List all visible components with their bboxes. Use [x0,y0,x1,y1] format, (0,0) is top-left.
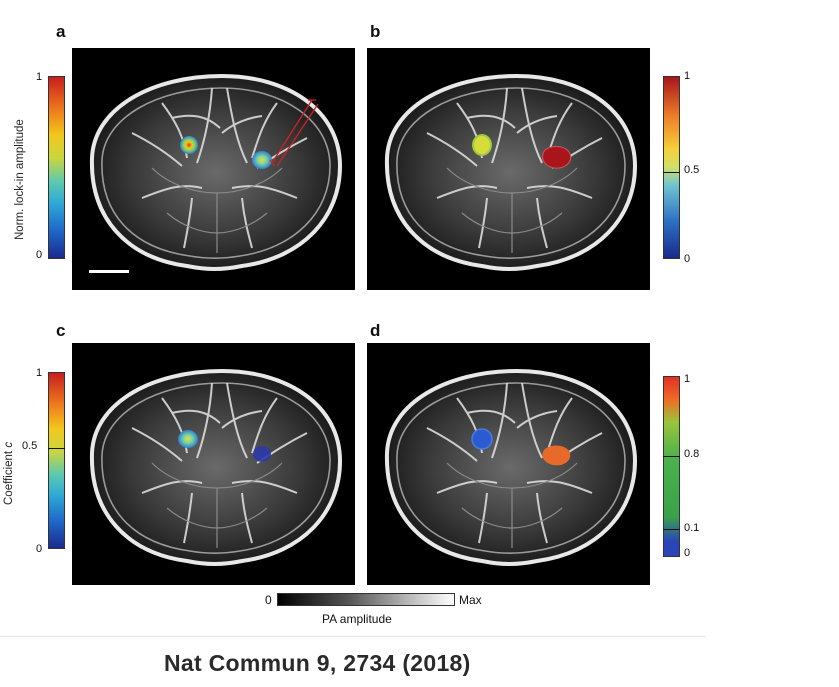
colorbar-b-tick-1: 1 [684,70,691,82]
colorbar-d-tick-01: 0.1 [684,522,700,534]
colorbar-b-tick-0: 0 [684,253,691,265]
scale-bar [89,270,129,273]
pa-colorbar [277,593,455,606]
region-right [542,445,571,466]
colorbar-d-line-01 [663,529,680,530]
colorbar-c-tick-05: 0.5 [22,440,38,452]
colorbar-d-line-08 [663,456,680,457]
region-right [542,146,572,169]
citation: Nat Commun 9, 2734 (2018) [164,650,471,676]
colorbar-d [663,376,680,557]
pa-colorbar-max: Max [459,593,482,607]
colorbar-c-tick-0: 0 [36,543,43,555]
colorbar-d-tick-0: 0 [684,547,691,559]
colorbar-b [663,76,680,259]
region-left [178,430,198,448]
measurement-arrows [269,99,319,167]
colorbar-c-tick-1: 1 [36,367,43,379]
colorbar-c-midline [48,448,65,449]
colorbar-b-tick-05: 0.5 [684,164,700,176]
pa-colorbar-min: 0 [265,593,272,607]
colorbar-a [48,76,65,259]
region-left [471,428,493,450]
hotspot-right [252,151,272,169]
colorbar-d-tick-08: 0.8 [684,448,700,460]
colorbar-d-tick-1: 1 [684,373,691,385]
colorbar-a-label: Norm. lock-in amplitude [14,119,26,240]
colorbar-a-tick-top: 1 [36,71,43,83]
colorbar-a-tick-bottom: 0 [36,249,43,261]
panel-a-image [72,48,355,290]
divider [0,636,706,637]
panel-d-image [367,343,650,585]
panel-letter-b: b [370,22,381,41]
panel-letter-d: d [370,321,381,340]
panel-b-image [367,48,650,290]
colorbar-c [48,372,65,549]
region-right [253,446,271,462]
colorbar-b-midline [663,172,680,173]
colorbar-c-label: Coefficient c [3,441,15,505]
panel-c-image [72,343,355,585]
pa-colorbar-label: PA amplitude [322,612,392,626]
panel-letter-c: c [56,321,66,340]
hotspot-left [180,136,198,154]
panel-letter-a: a [56,22,66,41]
region-left [472,134,492,156]
